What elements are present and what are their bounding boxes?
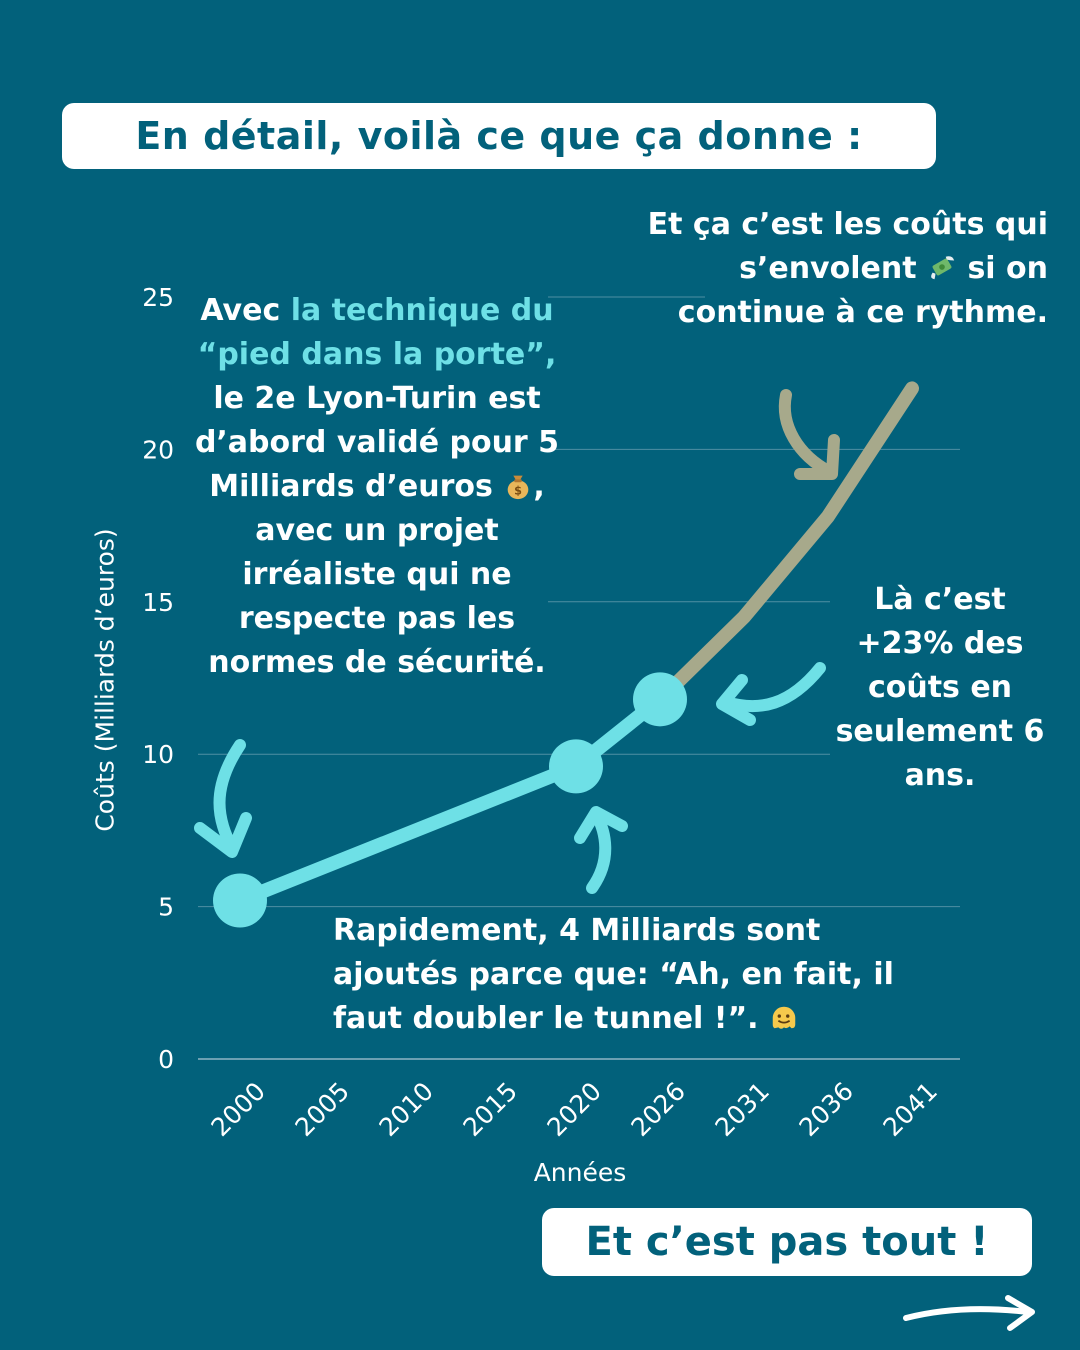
y-axis-ticks: 0 5 10 15 20 25: [142, 283, 174, 1074]
title-banner: En détail, voilà ce que ça donne :: [62, 103, 936, 169]
right-arrow-icon[interactable]: [900, 1290, 1050, 1340]
data-point-2026: [633, 672, 687, 727]
data-point-2020: [549, 739, 603, 794]
annotation-projection: Et ça c’est les coûts qui s’envolent si …: [640, 203, 1048, 335]
y-tick-label-15: 15: [142, 588, 174, 617]
y-tick-label-10: 10: [142, 740, 174, 769]
arrow-to-2020-head-icon: [574, 806, 628, 844]
x-tick-label-2020: 2020: [541, 1076, 606, 1141]
arrow-to-2000-head-icon: [194, 812, 252, 858]
arrow-to-projection-head-icon: [794, 434, 840, 480]
chart-grid: [198, 296, 960, 1060]
y-tick-label-25: 25: [142, 283, 174, 312]
annotation-initial-part1: Avec: [200, 293, 291, 328]
x-axis-label: Années: [533, 1158, 627, 1187]
svg-text:$: $: [514, 484, 522, 497]
annotation-initial-highlight: la technique du “pied dans la porte”,: [197, 293, 557, 372]
arrow-to-2026-icon: [720, 662, 826, 713]
x-tick-label-2010: 2010: [373, 1076, 438, 1141]
x-tick-label-2026: 2026: [625, 1076, 690, 1141]
y-axis-label: Coûts (Milliards d’euros): [90, 528, 120, 832]
data-point-2000: [213, 873, 267, 928]
y-tick-label-0: 0: [158, 1045, 174, 1074]
y-tick-label-20: 20: [142, 435, 174, 464]
actual-series-points: [213, 672, 687, 928]
next-page-text: Et c’est pas tout !: [585, 1219, 989, 1265]
x-tick-label-2036: 2036: [793, 1076, 858, 1141]
x-tick-label-2000: 2000: [205, 1076, 270, 1141]
projection-series-line: [653, 381, 919, 707]
annotation-initial-part3: , avec un projet irréaliste qui ne respe…: [208, 469, 546, 680]
y-tick-label-5: 5: [158, 893, 174, 922]
annotation-arrows: [194, 389, 840, 894]
arrow-to-2026-head-icon: [716, 674, 756, 726]
annotation-tunnel: Rapidement, 4 Milliards sont ajoutés par…: [333, 909, 953, 1041]
melting-face-icon: [772, 1006, 796, 1029]
annotation-initial-part2: le 2e Lyon-Turin est d’abord validé pour…: [194, 381, 560, 504]
annotation-tunnel-text: Rapidement, 4 Milliards sont ajoutés par…: [333, 913, 894, 1036]
annotation-increase: Là c’est +23% des coûts en seulement 6 a…: [835, 582, 1045, 793]
arrow-to-2000-icon: [213, 739, 246, 854]
x-tick-label-2005: 2005: [289, 1076, 354, 1141]
x-tick-label-2031: 2031: [709, 1076, 774, 1141]
x-tick-label-2015: 2015: [457, 1076, 522, 1141]
annotation-initial-cost: Avec la technique du “pied dans la porte…: [182, 289, 572, 685]
page-title: En détail, voilà ce que ça donne :: [135, 114, 863, 158]
money-bag-icon: $: [508, 475, 529, 500]
money-with-wings-icon: [931, 256, 955, 280]
arrow-to-projection-icon: [778, 389, 836, 478]
x-tick-label-2041: 2041: [877, 1076, 942, 1141]
next-page-banner[interactable]: Et c’est pas tout !: [542, 1208, 1032, 1276]
annotation-projection-text: Et ça c’est les coûts qui s’envolent: [647, 207, 1048, 286]
annotation-projection-text-end: si on continue à ce rythme.: [677, 251, 1048, 330]
x-axis-ticks: 2000 2005 2010 2015 2020 2026 2031 2036 2041: [205, 1076, 942, 1141]
